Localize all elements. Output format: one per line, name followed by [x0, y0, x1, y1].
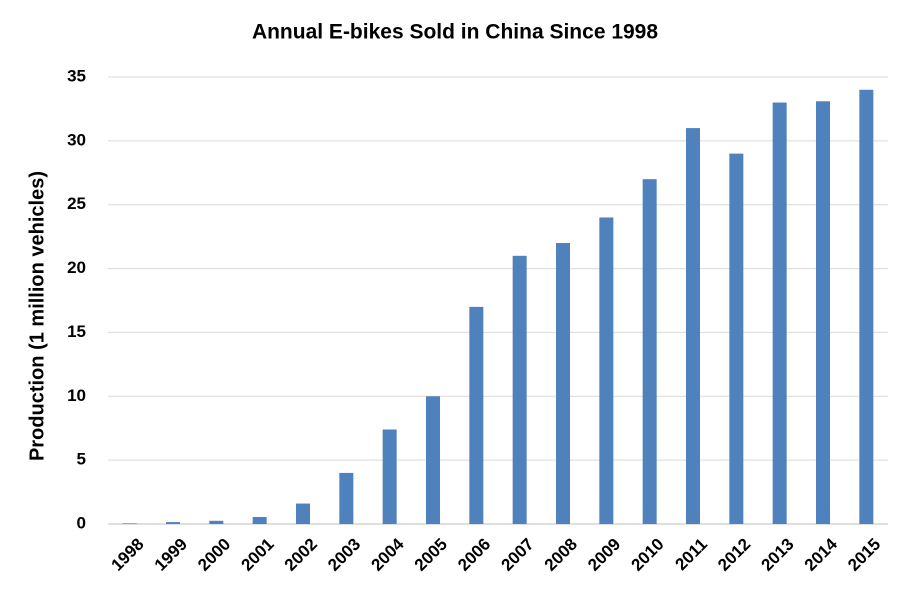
bar	[296, 503, 310, 524]
bar	[686, 128, 700, 525]
chart-title: Annual E-bikes Sold in China Since 1998	[252, 21, 658, 44]
x-tick-label: 2005	[411, 535, 451, 575]
x-tick-label: 1998	[107, 535, 147, 575]
bar	[556, 243, 570, 524]
y-tick-label: 30	[67, 130, 86, 149]
bar	[122, 523, 137, 524]
y-tick-label: 0	[77, 513, 86, 532]
bar	[599, 217, 614, 524]
x-tick-label: 2006	[454, 535, 494, 575]
x-tick-label: 2000	[194, 535, 234, 575]
bar	[512, 255, 527, 525]
x-tick-label: 2004	[367, 534, 408, 575]
bar	[382, 429, 397, 524]
y-axis-label: Production (1 million vehicles)	[26, 171, 48, 461]
bar	[729, 153, 744, 524]
x-tick-label: 2007	[497, 535, 537, 575]
x-tick-label: 2002	[281, 535, 321, 575]
x-tick-label: 1999	[151, 535, 191, 575]
y-tick-label: 20	[67, 258, 86, 277]
bar	[469, 306, 484, 524]
x-tick-label: 2003	[324, 535, 364, 575]
x-tick-label: 2012	[714, 535, 754, 575]
x-tick-label: 2011	[671, 535, 711, 575]
bar	[772, 102, 787, 525]
bar	[252, 516, 267, 524]
x-tick-label: 2010	[627, 535, 667, 575]
y-tick-label: 10	[67, 386, 86, 405]
bar	[816, 101, 830, 524]
x-tick-label: 2009	[584, 535, 624, 575]
x-tick-label: 2014	[801, 534, 842, 575]
bar	[339, 472, 354, 524]
y-tick-label: 5	[77, 450, 86, 469]
x-tick-label: 2015	[844, 535, 884, 575]
x-tick-label: 2008	[541, 535, 581, 575]
y-tick-label: 25	[67, 194, 86, 213]
bar	[166, 522, 180, 524]
bar	[209, 520, 224, 524]
x-tick-label: 2013	[757, 535, 797, 575]
y-tick-label: 35	[67, 66, 86, 85]
x-tick-label: 2001	[237, 535, 277, 575]
bar	[859, 89, 874, 525]
bar	[642, 179, 657, 524]
bar	[426, 396, 440, 524]
y-tick-label: 15	[67, 322, 86, 341]
